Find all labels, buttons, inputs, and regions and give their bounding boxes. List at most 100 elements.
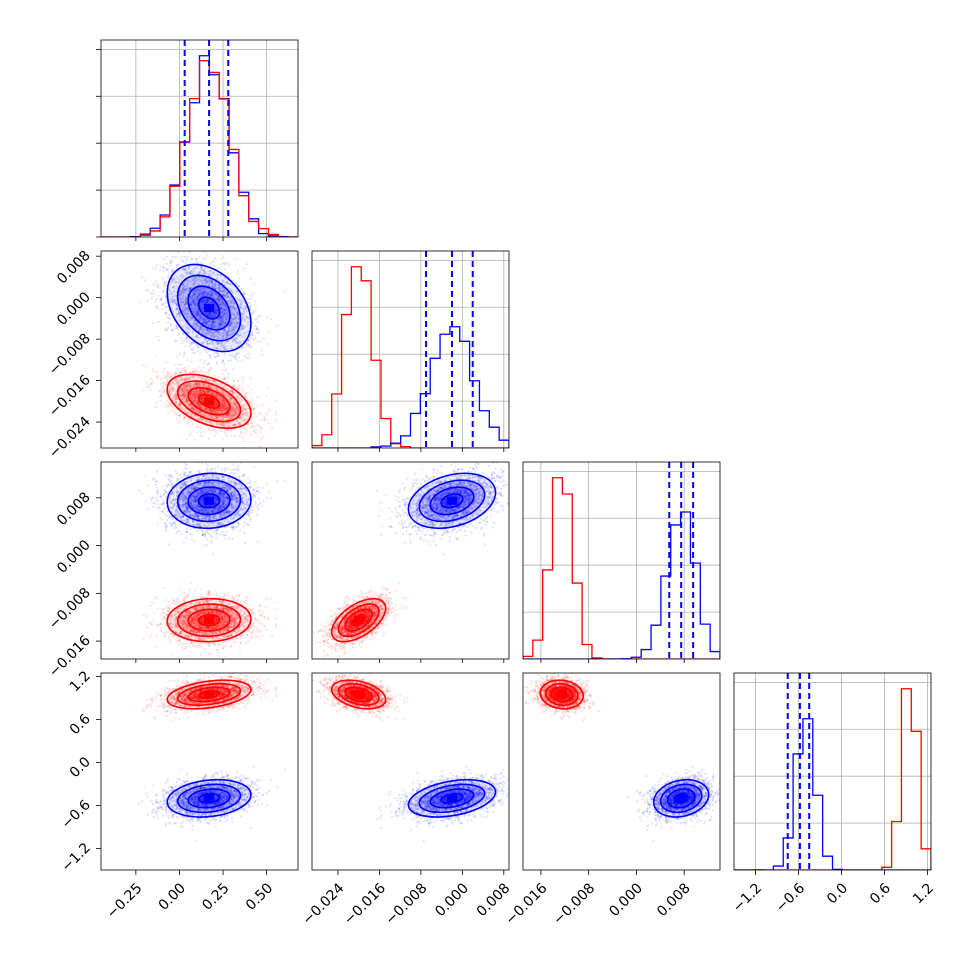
scatter-point [208,324,211,328]
scatter-point [223,308,226,311]
scatter-point [224,294,227,297]
scatter-point [212,320,215,323]
scatter-point [177,333,180,336]
scatter-point [178,263,181,266]
scatter-point [211,323,215,326]
scatter-point [220,290,224,293]
scatter-point [232,325,235,328]
scatter-point [164,284,167,287]
scatter-point [214,310,218,313]
scatter-point [283,290,286,293]
scatter-point [171,299,174,302]
scatter-point [173,301,177,304]
scatter-point [262,419,266,422]
scatter-point [212,271,216,274]
scatter-point [210,324,213,327]
scatter-point [182,308,185,311]
scatter-point [169,324,172,328]
scatter-point [224,379,227,382]
scatter-point [199,301,203,304]
scatter-point [256,320,259,324]
scatter-point [229,307,233,311]
scatter-point [174,327,177,330]
scatter-point [170,374,173,377]
scatter-point [201,294,204,297]
scatter-point [225,435,228,438]
scatter-point [185,303,189,306]
scatter-point [166,379,169,382]
scatter-point [217,286,221,289]
scatter-point [223,322,226,325]
scatter-point [190,272,194,276]
scatter-point [150,381,153,384]
scatter-point [142,364,145,367]
scatter-point [178,292,181,295]
scatter-point [196,303,199,306]
scatter-point [188,295,192,299]
scatter-point [201,262,204,265]
scatter-point [214,310,217,313]
scatter-point [242,389,245,392]
scatter-point [214,281,217,284]
scatter-point [197,296,200,300]
scatter-point [208,427,211,430]
scatter-point [222,309,225,313]
scatter-point [157,320,160,324]
scatter-point [155,401,159,404]
scatter-point [206,298,209,301]
scatter-point [223,376,226,379]
scatter-point [218,347,222,350]
scatter-point [170,259,173,262]
scatter-point [218,319,221,322]
scatter-point [221,359,224,362]
scatter-point [232,379,235,383]
scatter-point [266,387,269,390]
scatter-point [213,356,216,359]
scatter-point [250,421,253,424]
scatter-point [177,413,180,417]
scatter-point [218,284,221,287]
scatter-point [225,330,229,333]
scatter-point [191,351,194,354]
scatter-point [223,363,226,366]
scatter-point [168,288,171,291]
scatter-point [177,311,181,314]
scatter-point [215,313,218,316]
scatter-point [221,318,224,321]
scatter-point [223,290,226,293]
scatter-point [236,341,239,344]
scatter-point [166,276,170,279]
scatter-point [202,257,205,261]
scatter-point [251,333,254,337]
scatter-point [209,313,212,316]
scatter-point [155,298,158,301]
density-peak [204,304,215,313]
scatter-point [190,360,193,363]
scatter-point [222,255,225,258]
scatter-point [216,332,220,335]
scatter-point [162,266,165,269]
scatter-point [245,306,248,309]
scatter-point [215,276,219,280]
scatter-point [175,417,178,420]
scatter-point [225,318,228,321]
scatter-point [233,322,236,326]
scatter-point [226,433,229,436]
scatter-point [225,334,229,337]
scatter-point [191,309,195,313]
scatter-point [251,440,254,443]
scatter-point [161,370,164,373]
scatter-point [192,299,195,303]
scatter-point [206,331,210,335]
scatter-point [219,322,223,325]
scatter-point [199,293,202,297]
scatter-point [185,337,188,340]
scatter-point [159,378,162,381]
scatter-point [163,282,167,285]
scatter-point [184,288,187,291]
scatter-point [229,296,232,299]
scatter-point [184,308,187,312]
scatter-point [225,311,228,314]
scatter-point [164,327,168,330]
scatter-point [168,371,171,374]
